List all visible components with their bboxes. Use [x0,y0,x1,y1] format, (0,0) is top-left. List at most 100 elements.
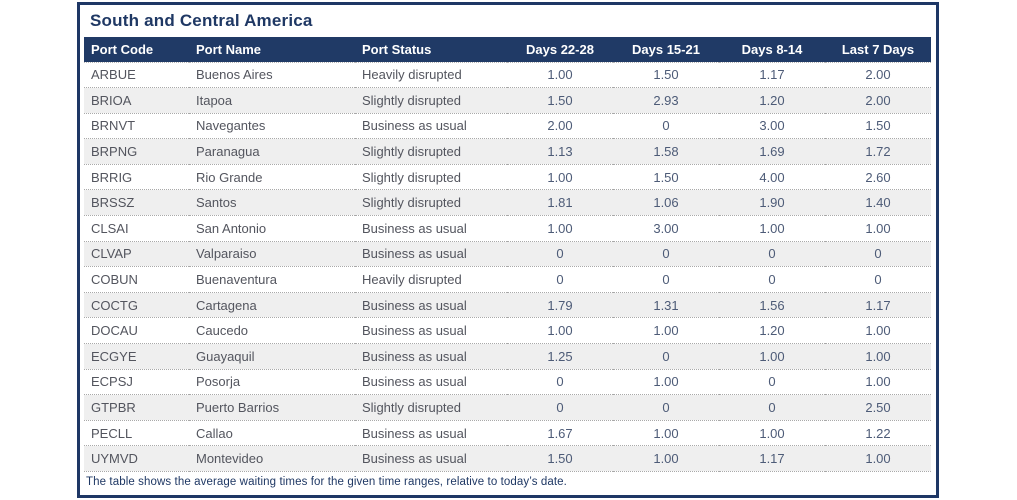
cell-port-status: Business as usual [355,445,507,472]
cell-days-15-21: 3.00 [613,215,719,242]
cell-days-22-28: 0 [507,369,613,396]
cell-days-22-28: 2.00 [507,113,613,140]
cell-port-code: ECPSJ [84,369,189,396]
cell-last-7-days: 1.00 [825,445,931,472]
table-row[interactable]: COBUN Buenaventura Heavily disrupted 0 0… [84,266,931,293]
cell-last-7-days: 2.50 [825,394,931,421]
cell-days-15-21: 0 [613,113,719,140]
cell-last-7-days: 1.50 [825,113,931,140]
cell-port-code: UYMVD [84,445,189,472]
table-row[interactable]: BRSSZ Santos Slightly disrupted 1.81 1.0… [84,189,931,217]
cell-port-name: Valparaiso [189,241,355,268]
cell-days-15-21: 0 [613,394,719,421]
table-row[interactable]: BRPNG Paranagua Slightly disrupted 1.13 … [84,138,931,165]
cell-port-code: CLSAI [84,215,189,242]
cell-port-name: Guayaquil [189,343,355,370]
cell-port-status: Slightly disrupted [355,138,507,165]
cell-port-name: Buenos Aires [189,62,355,89]
cell-last-7-days: 2.00 [825,87,931,114]
cell-days-8-14: 1.00 [719,215,825,242]
cell-port-code: CLVAP [84,241,189,268]
cell-days-8-14: 1.69 [719,138,825,165]
table-header-row: Port Code Port Name Port Status Days 22-… [84,37,931,63]
column-header-last-7-days: Last 7 Days [825,37,931,63]
cell-days-22-28: 0 [507,241,613,268]
cell-port-status: Business as usual [355,113,507,140]
cell-port-name: Paranagua [189,138,355,165]
cell-days-8-14: 1.56 [719,292,825,319]
cell-days-8-14: 1.00 [719,343,825,370]
cell-last-7-days: 1.17 [825,292,931,319]
cell-days-15-21: 0 [613,266,719,293]
cell-port-code: COCTG [84,292,189,319]
table-row[interactable]: CLSAI San Antonio Business as usual 1.00… [84,215,931,242]
cell-last-7-days: 1.00 [825,317,931,345]
table-row[interactable]: ARBUE Buenos Aires Heavily disrupted 1.0… [84,62,931,89]
column-header-port-name: Port Name [189,37,355,63]
cell-port-name: San Antonio [189,215,355,242]
cell-last-7-days: 2.60 [825,164,931,191]
cell-port-name: Navegantes [189,113,355,140]
cell-days-22-28: 1.13 [507,138,613,165]
cell-port-name: Rio Grande [189,164,355,191]
cell-days-8-14: 4.00 [719,164,825,191]
ports-table: Port Code Port Name Port Status Days 22-… [84,37,931,472]
table-row[interactable]: UYMVD Montevideo Business as usual 1.50 … [84,445,931,472]
table-row[interactable]: ECPSJ Posorja Business as usual 0 1.00 0… [84,369,931,396]
cell-days-8-14: 1.90 [719,189,825,217]
cell-days-22-28: 1.00 [507,215,613,242]
table-row[interactable]: COCTG Cartagena Business as usual 1.79 1… [84,292,931,319]
cell-port-status: Slightly disrupted [355,87,507,114]
column-header-days-8-14: Days 8-14 [719,37,825,63]
cell-days-22-28: 1.50 [507,445,613,472]
cell-port-name: Caucedo [189,317,355,345]
cell-days-22-28: 1.00 [507,317,613,345]
cell-days-22-28: 1.67 [507,420,613,447]
cell-days-8-14: 0 [719,266,825,293]
cell-days-22-28: 1.81 [507,189,613,217]
cell-days-22-28: 0 [507,394,613,421]
table-row[interactable]: BRNVT Navegantes Business as usual 2.00 … [84,113,931,140]
cell-port-status: Business as usual [355,369,507,396]
cell-days-8-14: 0 [719,241,825,268]
cell-last-7-days: 2.00 [825,62,931,89]
table-row[interactable]: BRIOA Itapoa Slightly disrupted 1.50 2.9… [84,87,931,114]
cell-days-22-28: 1.00 [507,164,613,191]
cell-days-8-14: 1.17 [719,445,825,472]
cell-port-status: Business as usual [355,317,507,345]
column-header-days-22-28: Days 22-28 [507,37,613,63]
cell-days-22-28: 0 [507,266,613,293]
cell-port-name: Cartagena [189,292,355,319]
cell-port-name: Puerto Barrios [189,394,355,421]
table-row[interactable]: DOCAU Caucedo Business as usual 1.00 1.0… [84,317,931,345]
cell-port-name: Montevideo [189,445,355,472]
cell-days-8-14: 0 [719,394,825,421]
region-panel: South and Central America Port Code Port… [77,2,939,498]
cell-days-15-21: 1.00 [613,369,719,396]
cell-port-code: COBUN [84,266,189,293]
cell-last-7-days: 1.00 [825,369,931,396]
cell-days-15-21: 0 [613,343,719,370]
table-row[interactable]: PECLL Callao Business as usual 1.67 1.00… [84,420,931,447]
cell-last-7-days: 1.00 [825,215,931,242]
cell-days-15-21: 1.50 [613,62,719,89]
cell-port-status: Heavily disrupted [355,62,507,89]
table-row[interactable]: BRRIG Rio Grande Slightly disrupted 1.00… [84,164,931,191]
cell-days-22-28: 1.79 [507,292,613,319]
cell-days-8-14: 1.20 [719,87,825,114]
cell-port-name: Posorja [189,369,355,396]
cell-days-8-14: 1.20 [719,317,825,345]
cell-port-code: BRNVT [84,113,189,140]
cell-days-8-14: 1.17 [719,62,825,89]
table-row[interactable]: CLVAP Valparaiso Business as usual 0 0 0… [84,241,931,268]
cell-port-status: Business as usual [355,420,507,447]
cell-port-status: Slightly disrupted [355,394,507,421]
table-row[interactable]: ECGYE Guayaquil Business as usual 1.25 0… [84,343,931,370]
table-row[interactable]: GTPBR Puerto Barrios Slightly disrupted … [84,394,931,421]
cell-last-7-days: 1.00 [825,343,931,370]
cell-days-15-21: 1.00 [613,317,719,345]
cell-port-code: BRSSZ [84,189,189,217]
cell-days-15-21: 0 [613,241,719,268]
cell-port-code: BRRIG [84,164,189,191]
cell-last-7-days: 0 [825,266,931,293]
